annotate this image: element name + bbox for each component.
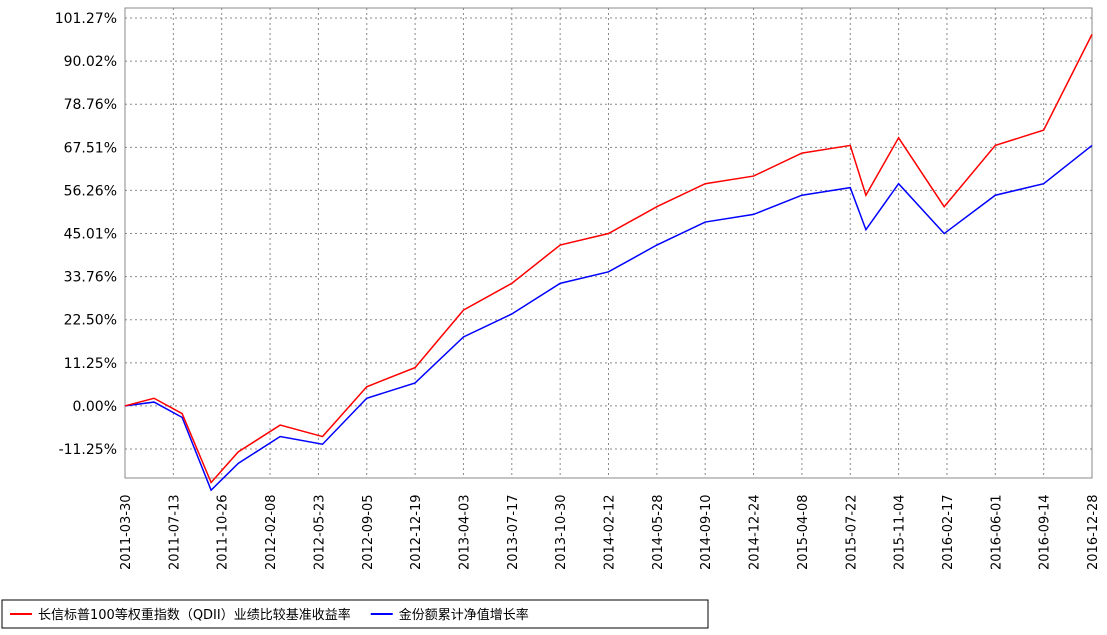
legend-label: 长信标普100等权重指数（QDII）业绩比较基准收益率 <box>38 607 351 623</box>
x-tick-label: 2014-05-28 <box>651 494 666 570</box>
x-tick-label: 2016-09-14 <box>1038 494 1053 570</box>
x-tick-label: 2015-07-22 <box>844 494 859 570</box>
x-tick-label: 2012-12-19 <box>409 494 424 570</box>
legend: 长信标普100等权重指数（QDII）业绩比较基准收益率 金份额累计净值增长率 <box>2 600 708 628</box>
x-tick-label: 2016-12-28 <box>1086 494 1101 570</box>
x-tick-label: 2016-02-17 <box>941 494 956 570</box>
x-tick-label: 2015-04-08 <box>796 494 811 570</box>
legend-label: 金份额累计净值增长率 <box>399 607 529 623</box>
x-tick-label: 2013-04-03 <box>457 494 472 570</box>
x-tick-label: 2012-09-05 <box>361 494 376 570</box>
y-tick-label: 56.26% <box>64 183 117 199</box>
chart: -11.25% 0.00% 11.25% 22.50% 33.76% 45.01% 56.2… <box>0 0 1107 635</box>
y-tick-label: 22.50% <box>64 313 117 329</box>
x-tick-label: 2014-09-10 <box>699 494 714 570</box>
x-tick-label: 2011-07-13 <box>167 494 182 570</box>
x-tick-label: 2015-11-04 <box>893 494 908 570</box>
y-tick-label: 78.76% <box>64 97 117 113</box>
x-tick-label: 2012-02-08 <box>264 494 279 570</box>
y-tick-label: 90.02% <box>64 54 117 70</box>
x-tick-label: 2013-07-17 <box>506 494 521 570</box>
y-tick-label: 0.00% <box>73 399 117 415</box>
y-tick-label: 33.76% <box>64 270 117 286</box>
y-tick-label: 45.01% <box>64 227 117 243</box>
x-tick-label: 2012-05-23 <box>312 494 327 570</box>
x-tick-label: 2016-06-01 <box>989 494 1004 570</box>
x-tick-label: 2011-03-30 <box>119 494 134 570</box>
x-tick-label: 2014-02-12 <box>603 494 618 570</box>
y-tick-label: 11.25% <box>64 356 117 372</box>
x-tick-label: 2011-10-26 <box>216 494 231 570</box>
x-tick-label: 2013-10-30 <box>554 494 569 570</box>
x-tick-label: 2014-12-24 <box>748 494 763 570</box>
y-tick-label: -11.25% <box>59 442 117 458</box>
y-tick-label: 101.27% <box>55 11 117 27</box>
y-tick-label: 67.51% <box>64 140 117 156</box>
